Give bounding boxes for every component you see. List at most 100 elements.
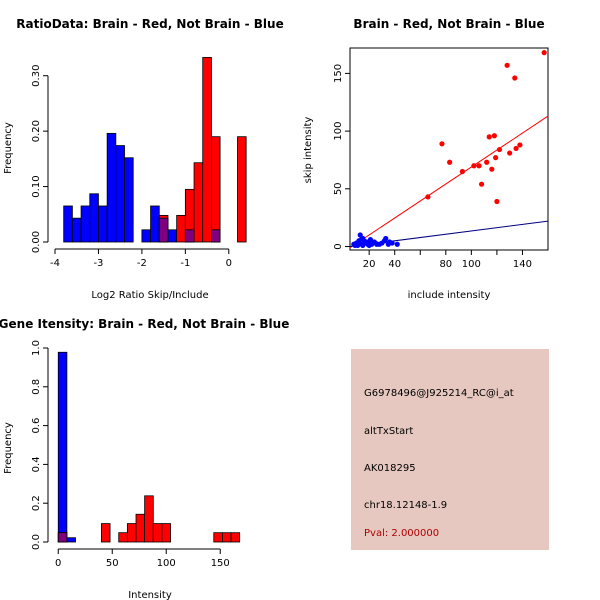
- scatter-y-tick-label: 100: [333, 122, 344, 141]
- gene-bar-brain: [101, 523, 111, 543]
- scatter-x-tick-label: 140: [513, 259, 532, 270]
- scatter-xlabel: include intensity: [408, 290, 491, 301]
- info-probe-id: G6978496@J925214_RC@i_at: [364, 388, 514, 399]
- ratio-bar-brain: [202, 57, 212, 243]
- info-panel: G6978496@J925214_RC@i_at altTxStart AK01…: [351, 349, 549, 550]
- scatter-x-tick-label: 80: [439, 259, 452, 270]
- gene-x-tick-label: 150: [211, 558, 230, 569]
- ratio-y-tick-label: 0.00: [31, 231, 42, 253]
- gene-intensity-title: Gene Itensity: Brain - Red, Not Brain - …: [0, 317, 289, 331]
- gene-bar-brain: [221, 532, 232, 543]
- gene-bar-overlap: [57, 532, 68, 543]
- ratio-x-tick-label: -2: [137, 258, 147, 269]
- gene-bar-brain: [126, 523, 137, 543]
- ratio-bar-brain: [193, 162, 204, 243]
- scatter-point-brain: [491, 133, 497, 139]
- ratio-bar-not-brain: [80, 205, 91, 243]
- ratio-bar-overlap: [184, 229, 195, 243]
- ratio-bar-not-brain: [98, 205, 108, 243]
- gene-bar-brain: [152, 523, 163, 543]
- ratio-histogram-ylabel: Frequency: [3, 122, 14, 174]
- scatter-point-brain: [459, 168, 466, 175]
- gene-intensity-ylabel: Frequency: [3, 422, 14, 474]
- scatter-point-not-brain: [394, 241, 400, 247]
- ratio-bar-not-brain: [106, 132, 117, 243]
- scatter-point-not-brain: [366, 242, 372, 248]
- ratio-x-tick-label: -3: [93, 258, 103, 269]
- ratio-x-tick-label: -4: [50, 258, 60, 269]
- scatter-x-tick-label: 100: [462, 259, 481, 270]
- scatter-point-brain: [425, 194, 431, 200]
- scatter-point-brain: [494, 198, 500, 205]
- ratio-bar-overlap: [158, 217, 169, 243]
- gene-bar-brain: [144, 495, 154, 543]
- scatter-y-tick-label: 0: [333, 243, 344, 249]
- ratio-x-tick-label: -1: [180, 258, 190, 269]
- ratio-bar-not-brain: [141, 229, 151, 243]
- ratio-histogram-title: RatioData: Brain - Red, Not Brain - Blue: [16, 17, 283, 31]
- scatter-point-brain: [476, 163, 482, 169]
- scatter-point-brain: [447, 159, 453, 165]
- ratio-bar-not-brain: [115, 145, 125, 243]
- scatter-point-brain: [504, 62, 510, 68]
- gene-y-tick-label: 1.0: [31, 340, 42, 356]
- info-panel-background: [351, 349, 549, 550]
- gene-bar-brain: [230, 532, 241, 543]
- scatter-fit-line-brain: [349, 115, 549, 249]
- scatter-x-tick-label: 20: [363, 259, 376, 270]
- gene-y-tick-label: 0.8: [31, 379, 42, 395]
- scatter-point-brain: [541, 50, 547, 56]
- scatter-point-brain: [496, 146, 503, 153]
- ratio-bar-not-brain: [89, 193, 99, 243]
- gene-bar-brain: [161, 523, 171, 543]
- gene-y-tick-label: 0.6: [31, 418, 42, 434]
- gene-y-tick-label: 0.2: [31, 495, 42, 511]
- scatter-point-brain: [486, 134, 492, 140]
- gene-y-tick-label: 0.0: [31, 534, 42, 550]
- ratio-histogram-xlabel: Log2 Ratio Skip/Include: [91, 290, 208, 301]
- gene-bar-not-brain: [66, 537, 76, 543]
- scatter-point-brain: [507, 150, 513, 156]
- ratio-bar-brain: [211, 136, 221, 243]
- ratio-bar-not-brain: [124, 157, 134, 243]
- gene-intensity-histogram-panel: Gene Itensity: Brain - Red, Not Brain - …: [0, 317, 289, 600]
- ratio-y-tick-label: 0.30: [31, 65, 42, 87]
- scatter-point-brain: [513, 145, 519, 152]
- scatter-y-tick-label: 50: [333, 182, 344, 195]
- ratio-bar-brain: [237, 136, 247, 243]
- info-accession: AK018295: [364, 463, 416, 474]
- scatter-ylabel: skip intensity: [303, 117, 314, 184]
- scatter-point-brain: [478, 181, 485, 187]
- gene-bar-not-brain: [57, 351, 68, 543]
- gene-bar-brain: [118, 532, 128, 543]
- scatter-x-tick-label: 40: [388, 259, 401, 270]
- scatter-point-brain: [439, 141, 445, 147]
- scatter-point-not-brain: [374, 241, 380, 247]
- info-pval: Pval: 2.000000: [364, 528, 439, 539]
- gene-x-tick-label: 100: [157, 558, 176, 569]
- info-location: chr18.12148-1.9: [364, 500, 447, 511]
- scatter-point-brain: [512, 75, 518, 81]
- gene-x-tick-label: 0: [55, 558, 61, 569]
- ratio-bar-not-brain: [71, 217, 82, 243]
- scatter-point-not-brain: [387, 239, 393, 245]
- ratio-x-tick-label: 0: [226, 258, 232, 269]
- gene-bar-brain: [135, 513, 146, 543]
- ratio-bar-not-brain: [150, 205, 160, 243]
- ratio-bar-not-brain: [167, 229, 178, 243]
- ratio-y-tick-label: 0.10: [31, 175, 42, 197]
- ratio-y-tick-label: 0.20: [31, 120, 42, 142]
- scatter-point-not-brain: [355, 242, 361, 248]
- ratio-bar-not-brain: [63, 205, 73, 243]
- scatter-point-not-brain: [367, 237, 374, 243]
- gene-bar-brain: [213, 532, 223, 543]
- scatter-y-tick-label: 150: [333, 64, 344, 83]
- scatter-plot-box: [349, 47, 549, 251]
- scatter-point-brain: [471, 163, 477, 169]
- intensity-scatter-panel: Brain - Red, Not Brain - Blue 20 40 80 100 1…: [303, 17, 549, 301]
- scatter-point-brain: [484, 159, 490, 165]
- scatter-point-brain: [517, 142, 523, 148]
- gene-intensity-xlabel: Intensity: [128, 590, 172, 600]
- ratio-bar-overlap: [211, 229, 221, 243]
